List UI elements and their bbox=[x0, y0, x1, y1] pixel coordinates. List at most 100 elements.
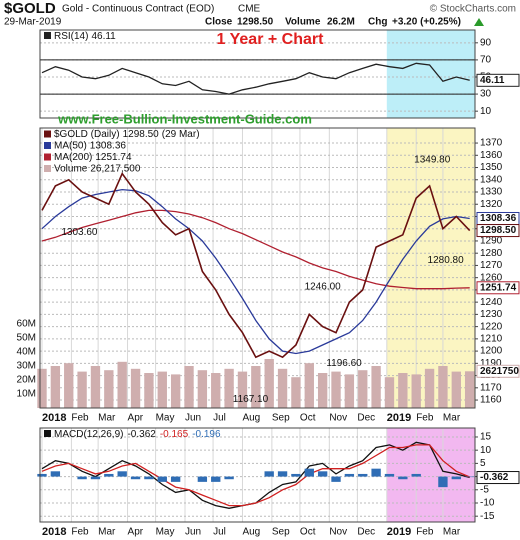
volume-bar bbox=[277, 368, 288, 408]
legend-entry: MACD(12,26,9) -0.362 -0.165 -0.196 bbox=[54, 429, 221, 440]
y-tick-label: 70 bbox=[480, 55, 492, 66]
x-tick-label: Jul bbox=[213, 527, 226, 538]
legend-entry: MA(50) 1308.36 bbox=[54, 140, 126, 151]
x-tick-label: Jul bbox=[213, 413, 226, 424]
y-tick-label: 1200 bbox=[480, 346, 503, 357]
volume-bar bbox=[237, 371, 248, 408]
x-tick-label: 2019 bbox=[387, 412, 411, 424]
volume-bar bbox=[170, 374, 181, 408]
value-tag-box bbox=[476, 281, 520, 295]
annotation: 1167.10 bbox=[233, 394, 269, 405]
annotation: 1280.80 bbox=[428, 255, 465, 266]
x-tick-label: Aug bbox=[242, 527, 260, 538]
y-tick-label: 1190 bbox=[480, 358, 502, 369]
symbol: $GOLD bbox=[4, 0, 56, 17]
volume-bar bbox=[130, 368, 141, 408]
volume-bar bbox=[304, 363, 314, 408]
histogram-bar bbox=[211, 476, 221, 482]
volume-bar bbox=[144, 373, 154, 408]
close-label: Close bbox=[205, 17, 233, 28]
legend-entry: MA(200) 1251.74 bbox=[54, 152, 132, 163]
histogram-bar bbox=[371, 468, 381, 477]
legend-entry: $GOLD (Daily) 1298.50 (29 Mar) bbox=[54, 129, 200, 140]
legend-swatch bbox=[44, 32, 51, 39]
legend-value: 46.11 bbox=[91, 31, 116, 42]
legend-value: 1298.50 bbox=[123, 129, 160, 140]
volume-bar bbox=[37, 368, 47, 408]
histogram-bar bbox=[411, 473, 421, 477]
legend-value: 26,217,500 bbox=[90, 163, 140, 174]
x-tick-label: May bbox=[156, 527, 175, 538]
value-tag: 46.11 bbox=[480, 75, 505, 86]
x-tick-label: Dec bbox=[357, 527, 375, 538]
y-tick-label: 1220 bbox=[480, 321, 503, 332]
highlight bbox=[386, 30, 475, 118]
volume-bar bbox=[104, 370, 114, 408]
series-line bbox=[41, 209, 470, 290]
y-tick-label: 1340 bbox=[480, 174, 503, 185]
banner: 1 Year + Chart bbox=[217, 31, 325, 48]
histogram-bar bbox=[104, 473, 114, 477]
source: © StockCharts.com bbox=[430, 4, 516, 15]
volume-bar bbox=[77, 371, 87, 408]
histogram-bar bbox=[317, 471, 328, 477]
volume-bar bbox=[197, 370, 208, 408]
volume-bar bbox=[424, 368, 435, 408]
histogram-bar bbox=[144, 476, 154, 480]
y-tick-label: -5 bbox=[480, 484, 489, 495]
x-tick-label: Mar bbox=[443, 527, 461, 538]
y-tick-label: 1330 bbox=[480, 187, 503, 198]
x-tick-label: Sep bbox=[272, 413, 290, 424]
y-tick-label: 10 bbox=[480, 106, 492, 117]
y-tick-label: -15 bbox=[480, 511, 495, 522]
annotation: 1246.00 bbox=[305, 281, 342, 292]
histogram-bar bbox=[77, 476, 87, 480]
volume-bar bbox=[117, 361, 127, 408]
y-tick-label: 5 bbox=[480, 458, 486, 469]
legend-note: (29 Mar) bbox=[162, 129, 200, 140]
y-tick-label: -10 bbox=[480, 498, 495, 509]
legend-value: -0.362 bbox=[127, 429, 156, 440]
volume-bar bbox=[411, 374, 421, 408]
histogram-bar bbox=[291, 473, 301, 477]
y-tick-label: 1370 bbox=[480, 138, 503, 149]
volume-bar bbox=[157, 371, 167, 408]
y-tick-label: 1210 bbox=[480, 333, 503, 344]
volume-bar bbox=[451, 371, 461, 408]
y-tick-label: 1280 bbox=[480, 248, 503, 259]
x-tick-label: Feb bbox=[71, 527, 89, 538]
legend-value: -0.196 bbox=[192, 429, 221, 440]
volume-label: Volume bbox=[285, 17, 321, 28]
legend-value: -0.165 bbox=[160, 429, 189, 440]
histogram-bar bbox=[197, 476, 208, 482]
volume-bar bbox=[384, 377, 395, 408]
x-tick-label: 2018 bbox=[42, 526, 66, 538]
panel-frame bbox=[39, 427, 476, 523]
y-tick-label: 1260 bbox=[480, 272, 503, 283]
volume-bar bbox=[184, 366, 194, 408]
volume-bar bbox=[251, 366, 261, 408]
value-tag-box bbox=[476, 471, 520, 485]
y-tick-label: 1270 bbox=[480, 260, 503, 271]
annotation: 1349.80 bbox=[414, 154, 451, 165]
legend-entry: RSI(14) 46.11 bbox=[54, 31, 116, 42]
x-tick-label: Aug bbox=[242, 413, 260, 424]
x-tick-label: Feb bbox=[416, 413, 434, 424]
histogram-bar bbox=[130, 476, 141, 480]
histogram-bar bbox=[451, 476, 461, 480]
volume-bar bbox=[50, 366, 61, 408]
series-line bbox=[41, 62, 470, 95]
x-tick-label: May bbox=[156, 413, 175, 424]
value-tag: 1298.50 bbox=[480, 225, 517, 236]
y-tick-label: 1360 bbox=[480, 150, 503, 161]
histogram-bar bbox=[90, 476, 101, 480]
value-tag: -0.362 bbox=[480, 472, 509, 483]
histogram-bar bbox=[331, 476, 341, 482]
histogram-bar bbox=[224, 476, 234, 480]
volume-bar bbox=[358, 370, 368, 408]
instrument-name: Gold - Continuous Contract (EOD) bbox=[62, 4, 214, 15]
x-tick-label: Oct bbox=[300, 527, 316, 538]
series-line bbox=[41, 172, 471, 359]
y2-tick-label: 60M bbox=[17, 319, 36, 330]
